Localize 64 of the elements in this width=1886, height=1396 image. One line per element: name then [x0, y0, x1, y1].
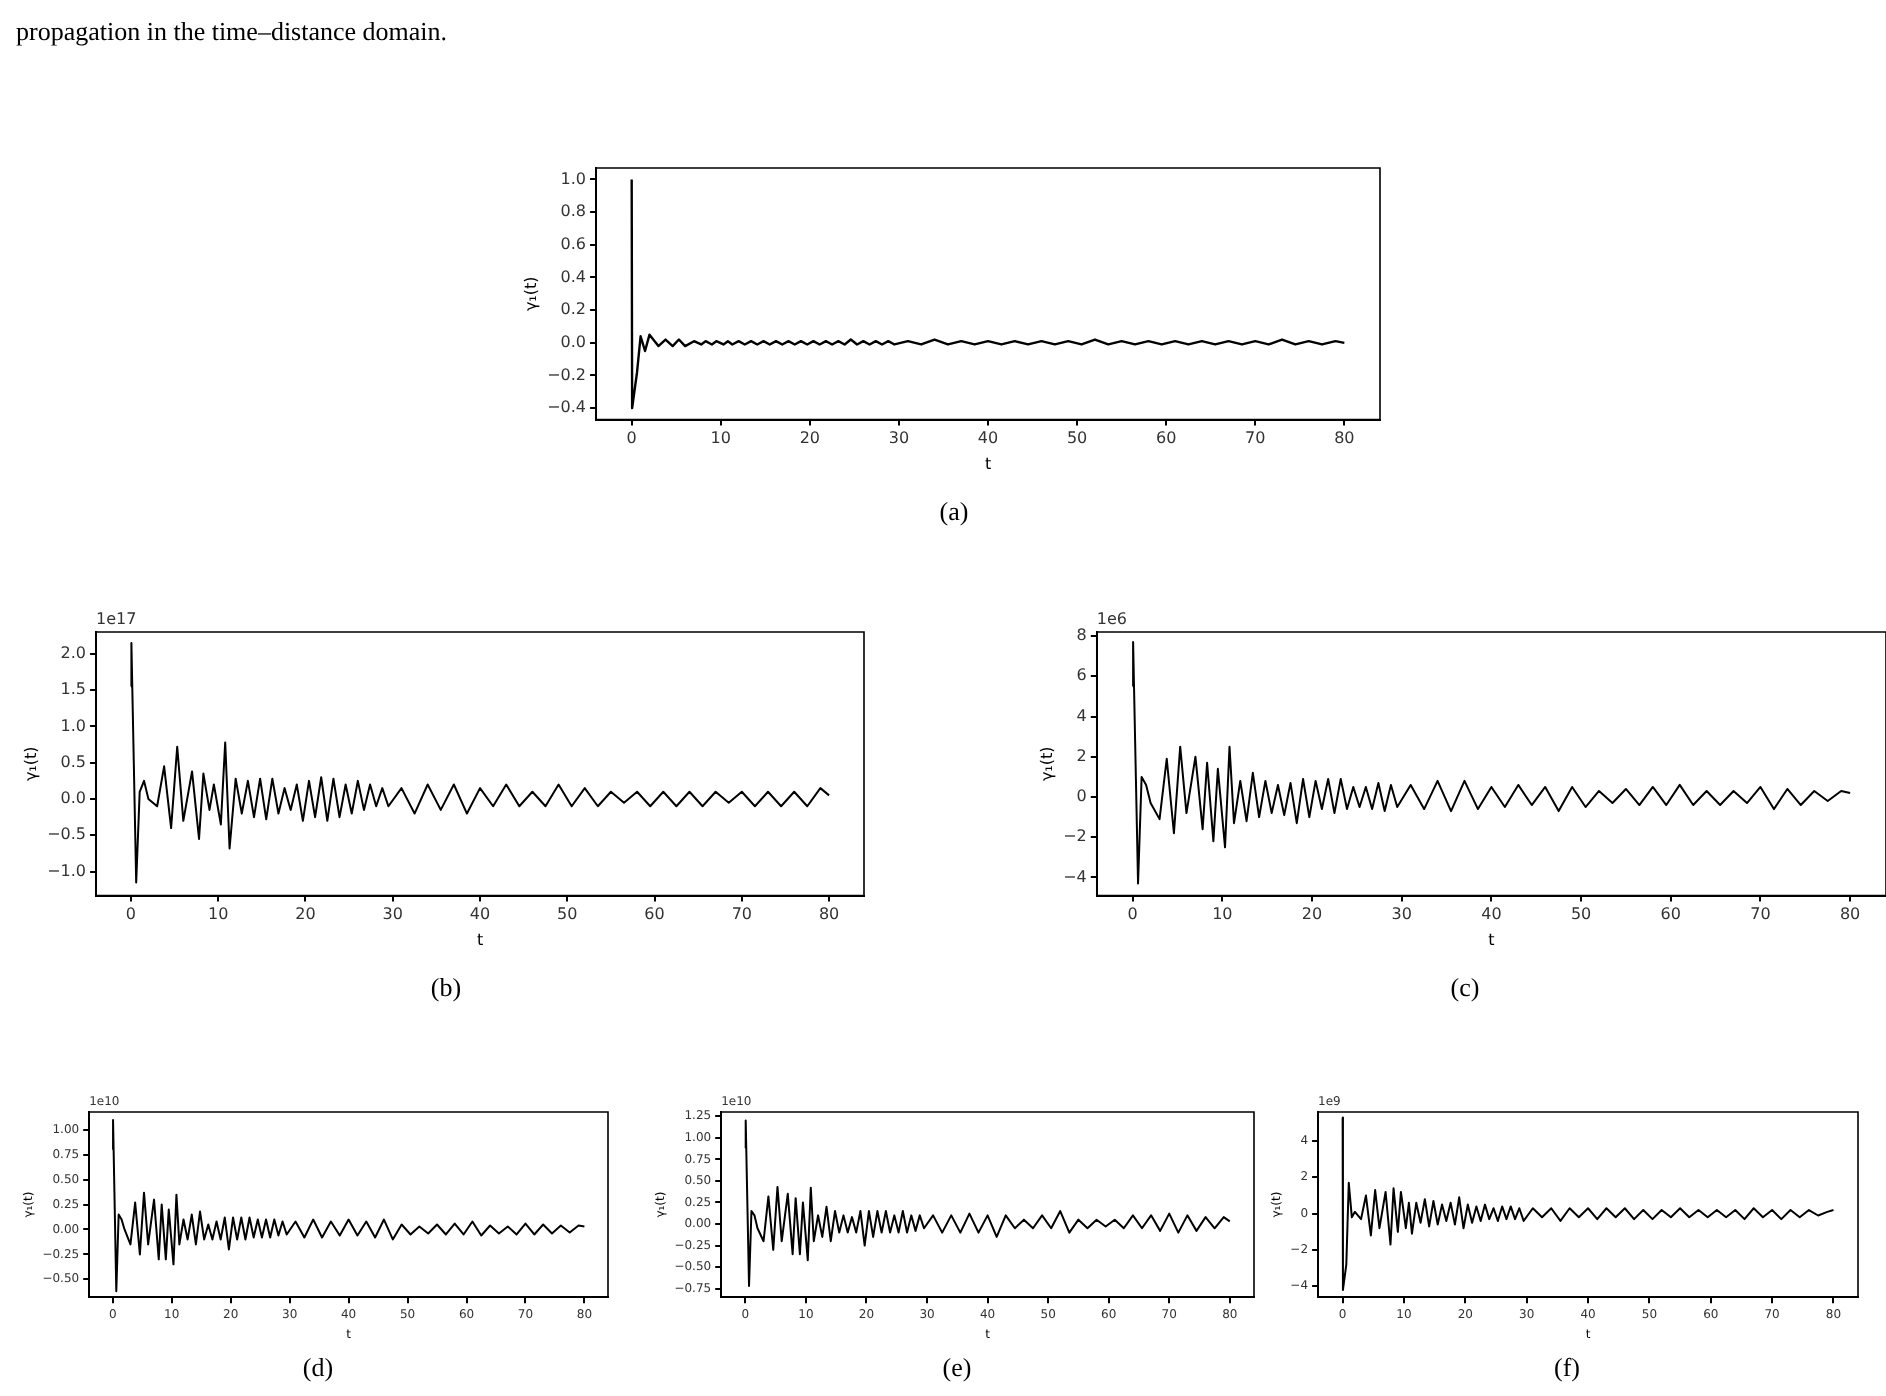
y-tick-label: 0.4: [560, 267, 587, 286]
y-tick-label: −0.2: [547, 365, 587, 384]
y-axis-title: γ₁(t): [21, 746, 40, 782]
y-tick-label: −0.5: [47, 825, 87, 844]
x-tick-label: 10: [710, 429, 731, 448]
text: (b): [428, 972, 464, 1004]
x-tick-label: 60: [1660, 905, 1681, 924]
y-tick-label: 1.5: [60, 680, 87, 699]
x-tick-label: 0: [125, 905, 137, 924]
x-tick-label: 70: [731, 905, 753, 924]
x-tick-label: 0: [1127, 905, 1138, 924]
x-tick-label: 10: [1212, 905, 1233, 924]
text: propagation in the time–distance domain.: [16, 16, 448, 48]
x-tick-label: 60: [1156, 429, 1177, 448]
y-tick-label: 8: [1076, 626, 1087, 645]
y-tick-label: 0.0: [560, 332, 587, 351]
y-tick-label: −0.4: [547, 398, 587, 417]
y-axis-title: γ₁(t): [521, 276, 540, 312]
y-tick-label: 2: [1076, 746, 1087, 765]
x-tick-label: 50: [557, 905, 578, 924]
x-tick-label: 50: [1066, 429, 1088, 448]
y-tick-label: −4: [1063, 867, 1087, 886]
y-axis-title: γ₁(t): [1037, 746, 1056, 782]
text: (c): [1448, 972, 1482, 1004]
text: (e): [940, 1352, 974, 1384]
x-axis-title: t: [984, 454, 992, 473]
y-tick-label: 0.6: [560, 234, 587, 253]
y-tick-label: −2: [1063, 827, 1087, 846]
y-tick-label: 1.0: [60, 716, 87, 735]
text: 1e17: [96, 610, 137, 629]
text: (f): [1552, 1352, 1582, 1384]
x-tick-label: 20: [1301, 905, 1323, 924]
x-tick-label: 80: [818, 905, 840, 924]
x-tick-label: 70: [1750, 905, 1771, 924]
x-tick-label: 80: [1334, 429, 1355, 448]
y-tick-label: 4: [1076, 706, 1087, 725]
x-tick-label: 0: [626, 429, 637, 448]
x-tick-label: 50: [1570, 905, 1592, 924]
y-tick-label: 0.2: [560, 300, 587, 319]
x-tick-label: 10: [208, 905, 229, 924]
x-tick-label: 40: [1481, 905, 1502, 924]
y-tick-label: 0: [1076, 787, 1087, 806]
x-tick-label: 40: [469, 905, 491, 924]
x-tick-label: 30: [382, 905, 403, 924]
x-tick-label: 30: [888, 429, 910, 448]
x-tick-label: 60: [644, 905, 665, 924]
x-tick-label: 70: [1245, 429, 1266, 448]
y-tick-label: 1.0: [560, 169, 587, 188]
y-tick-label: 0.8: [560, 202, 587, 221]
y-tick-label: −1.0: [47, 861, 87, 880]
y-tick-label: 0.5: [60, 752, 87, 771]
x-tick-label: 20: [799, 429, 821, 448]
text: (d): [300, 1352, 336, 1384]
x-tick-label: 40: [977, 429, 999, 448]
x-tick-label: 30: [1391, 905, 1412, 924]
y-tick-label: 0.0: [60, 789, 87, 808]
x-tick-label: 20: [295, 905, 316, 924]
x-axis-title: t: [476, 930, 484, 949]
y-tick-label: 2.0: [60, 643, 87, 662]
x-tick-label: 80: [1839, 905, 1861, 924]
x-axis-title: t: [1488, 930, 1495, 949]
text: 1e6: [1096, 610, 1127, 629]
text: (a): [937, 496, 971, 528]
y-tick-label: 6: [1076, 666, 1087, 685]
